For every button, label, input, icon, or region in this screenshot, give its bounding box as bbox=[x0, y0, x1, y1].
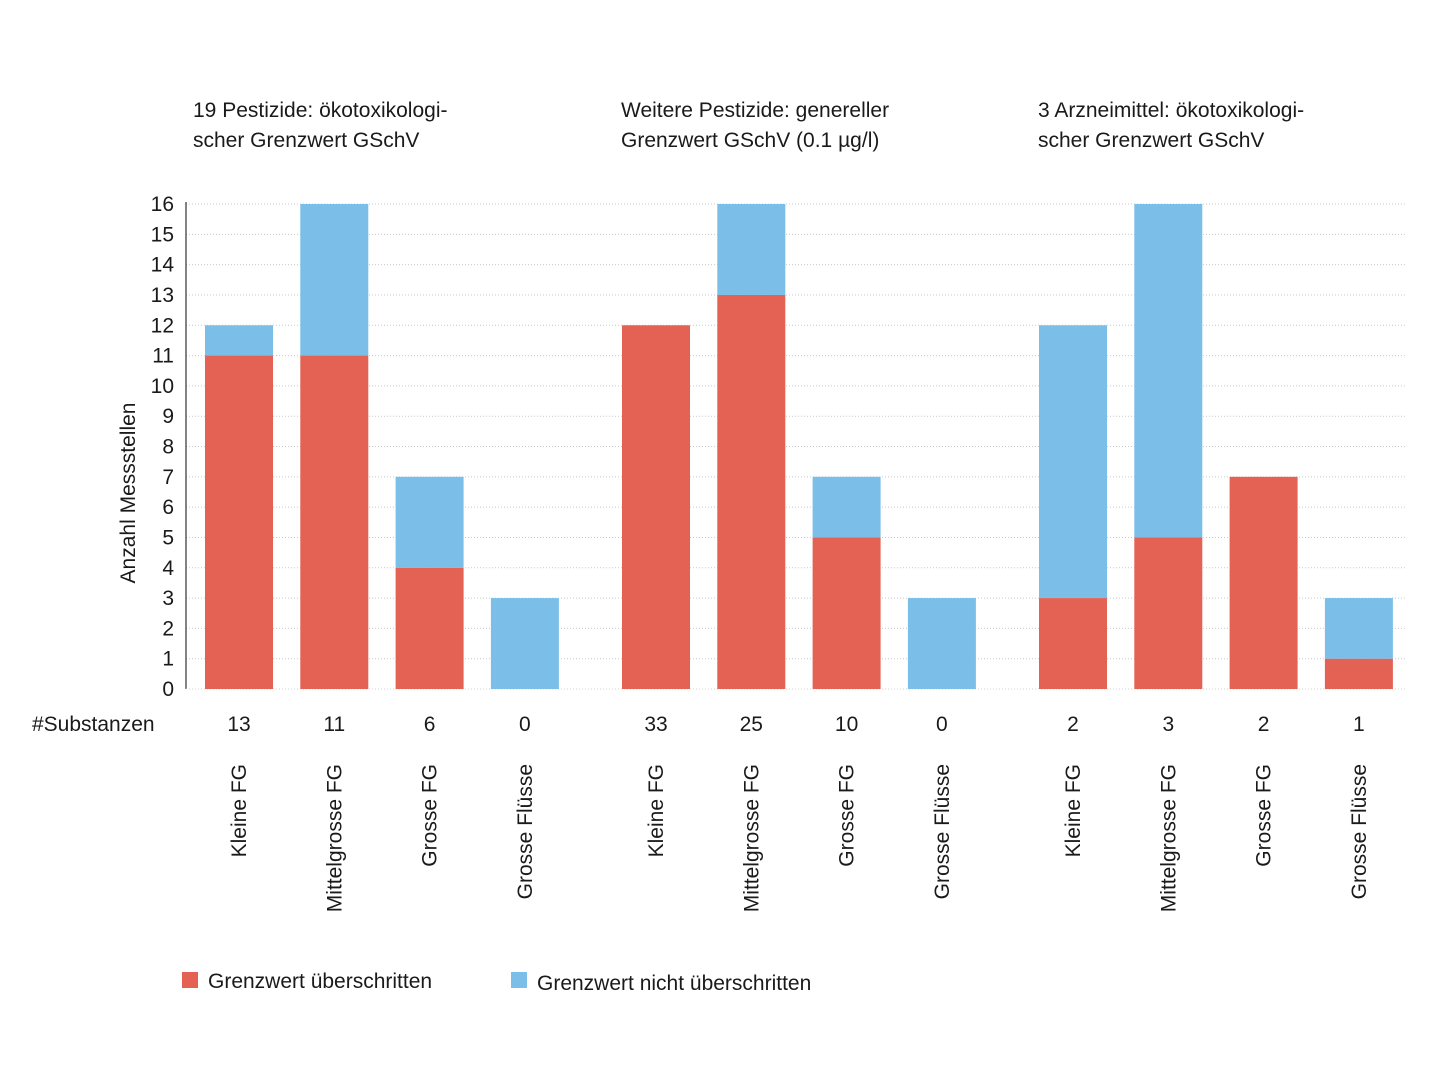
y-tick-label: 14 bbox=[151, 254, 175, 277]
substances-row-label: #Substanzen bbox=[32, 713, 155, 736]
bar-segment-not-exceeded bbox=[205, 325, 273, 356]
category-label: Grosse Flüsse bbox=[514, 764, 537, 899]
legend-swatch-exceeded bbox=[182, 972, 198, 988]
bar-segment-exceeded bbox=[622, 325, 690, 689]
bar-segment-not-exceeded bbox=[490, 598, 559, 689]
category-label: Grosse Flüsse bbox=[1348, 764, 1371, 899]
bar-segment-exceeded bbox=[717, 294, 786, 689]
substances-count: 33 bbox=[644, 713, 667, 736]
group-title-line: Weitere Pestizide: genereller bbox=[621, 99, 889, 122]
substances-count: 13 bbox=[227, 713, 250, 736]
y-tick-label: 3 bbox=[162, 587, 174, 610]
substances-count: 10 bbox=[835, 713, 858, 736]
bar-segment-not-exceeded bbox=[717, 204, 786, 295]
bar-segment-exceeded bbox=[1229, 476, 1298, 689]
legend-label: Grenzwert überschritten bbox=[208, 970, 432, 993]
substances-count: 11 bbox=[323, 713, 345, 736]
y-tick-label: 8 bbox=[162, 436, 174, 459]
y-tick-label: 9 bbox=[162, 405, 174, 428]
y-tick-label: 1 bbox=[162, 648, 174, 671]
substances-count: 2 bbox=[1258, 713, 1270, 736]
y-tick-label: 4 bbox=[162, 557, 174, 580]
category-label: Grosse Flüsse bbox=[931, 764, 954, 899]
bar-segment-exceeded bbox=[395, 567, 464, 689]
category-label: Kleine FG bbox=[228, 764, 251, 857]
bar-segment-exceeded bbox=[1324, 658, 1393, 689]
group-title-line: Grenzwert GSchV (0.1 µg/l) bbox=[621, 129, 879, 152]
y-tick-label: 15 bbox=[151, 223, 174, 246]
category-label: Mittelgrosse FG bbox=[1157, 764, 1180, 912]
bar-segment-exceeded bbox=[1039, 598, 1107, 689]
y-tick-label: 7 bbox=[162, 466, 174, 489]
substances-count: 0 bbox=[519, 713, 531, 736]
y-tick-label: 5 bbox=[162, 526, 174, 549]
group-title-line: 3 Arzneimittel: ökotoxikologi- bbox=[1038, 99, 1304, 122]
category-label: Grosse FG bbox=[1253, 764, 1276, 867]
category-label: Grosse FG bbox=[836, 764, 859, 867]
bar-segment-exceeded bbox=[300, 355, 369, 689]
substances-count: 25 bbox=[740, 713, 763, 736]
category-label: Kleine FG bbox=[645, 764, 668, 857]
y-tick-label: 12 bbox=[151, 314, 174, 337]
y-tick-label: 6 bbox=[162, 496, 174, 519]
y-tick-label: 16 bbox=[151, 193, 174, 216]
category-label: Grosse FG bbox=[419, 764, 442, 867]
substances-count: 0 bbox=[936, 713, 948, 736]
bar-segment-not-exceeded bbox=[1324, 598, 1393, 659]
group-title-line: scher Grenzwert GSchV bbox=[1038, 129, 1264, 152]
bar-segment-not-exceeded bbox=[300, 204, 369, 356]
group-title-line: scher Grenzwert GSchV bbox=[193, 129, 419, 152]
bar-segment-not-exceeded bbox=[1039, 325, 1107, 599]
y-tick-label: 10 bbox=[151, 375, 174, 398]
substances-count: 1 bbox=[1353, 713, 1365, 736]
substances-count: 3 bbox=[1162, 713, 1174, 736]
group-title-line: 19 Pestizide: ökotoxikologi- bbox=[193, 99, 447, 122]
y-tick-label: 2 bbox=[162, 617, 174, 640]
legend-label: Grenzwert nicht überschritten bbox=[537, 972, 811, 995]
bar-segment-exceeded bbox=[1134, 537, 1203, 689]
substances-count: 2 bbox=[1067, 713, 1079, 736]
y-axis-label: Anzahl Messstellen bbox=[117, 403, 140, 584]
bar-segment-not-exceeded bbox=[1134, 204, 1203, 538]
bar-segment-not-exceeded bbox=[907, 598, 976, 689]
y-tick-label: 0 bbox=[162, 678, 174, 701]
legend-swatch-not-exceeded bbox=[511, 972, 527, 988]
y-tick-label: 11 bbox=[152, 345, 174, 368]
category-label: Mittelgrosse FG bbox=[740, 764, 763, 912]
category-label: Kleine FG bbox=[1062, 764, 1085, 857]
bar-segment-exceeded bbox=[812, 537, 881, 689]
bar-segment-exceeded bbox=[205, 355, 273, 689]
y-tick-label: 13 bbox=[151, 284, 174, 307]
bar-segment-not-exceeded bbox=[812, 476, 881, 538]
bar-segment-not-exceeded bbox=[395, 476, 464, 568]
substances-count: 6 bbox=[424, 713, 436, 736]
category-label: Mittelgrosse FG bbox=[323, 764, 346, 912]
